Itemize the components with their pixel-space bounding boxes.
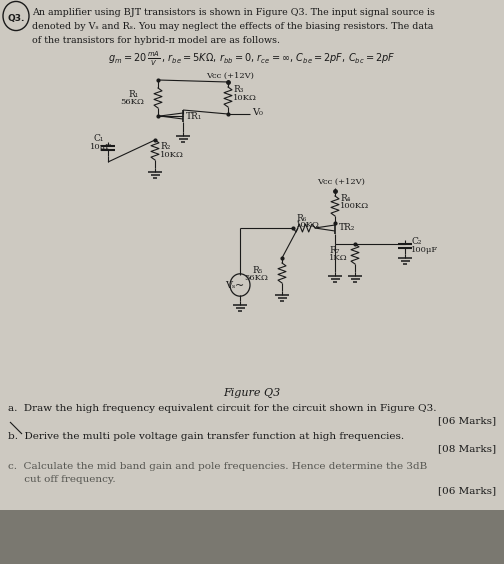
Text: $g_m = 20\,\frac{mA}{V}\,,\,r_{be} = 5K\Omega,\,r_{bb} = 0,\,r_{ce} = \infty,\,C: $g_m = 20\,\frac{mA}{V}\,,\,r_{be} = 5K\…	[108, 50, 396, 68]
Text: R₁: R₁	[128, 90, 138, 99]
Text: c.  Calculate the mid band gain and pole frequencies. Hence determine the 3dB: c. Calculate the mid band gain and pole …	[8, 462, 427, 471]
Text: An amplifier using BJT transistors is shown in Figure Q3. The input signal sourc: An amplifier using BJT transistors is sh…	[32, 8, 435, 17]
Text: 100μF: 100μF	[411, 246, 438, 254]
Text: R₅: R₅	[252, 266, 263, 275]
Text: 10μF: 10μF	[90, 143, 112, 151]
Text: C₂: C₂	[411, 237, 421, 246]
Text: V₀: V₀	[252, 108, 263, 117]
Bar	[0, 510, 504, 564]
Text: 10KΩ: 10KΩ	[160, 151, 184, 159]
Text: 10KΩ: 10KΩ	[233, 94, 257, 102]
Text: a.  Draw the high frequency equivalent circuit for the circuit shown in Figure Q: a. Draw the high frequency equivalent ci…	[8, 404, 436, 413]
Text: b.  Derive the multi pole voltage gain transfer function at high frequencies.: b. Derive the multi pole voltage gain tr…	[8, 432, 404, 441]
Text: TR₁: TR₁	[186, 112, 202, 121]
Text: [06 Marks]: [06 Marks]	[438, 416, 496, 425]
Text: [08 Marks]: [08 Marks]	[438, 444, 496, 453]
Text: cut off frequency.: cut off frequency.	[8, 475, 115, 484]
Text: 10KΩ: 10KΩ	[296, 221, 320, 229]
Text: [06 Marks]: [06 Marks]	[438, 486, 496, 495]
Text: 100KΩ: 100KΩ	[340, 202, 369, 210]
Text: Figure Q3: Figure Q3	[223, 388, 281, 398]
Text: 56KΩ: 56KΩ	[120, 98, 144, 106]
Text: R₃: R₃	[233, 85, 243, 94]
Text: R₂: R₂	[160, 142, 170, 151]
Text: R₇: R₇	[329, 246, 339, 255]
Text: ~: ~	[235, 281, 244, 291]
Text: R₄: R₄	[340, 194, 350, 203]
Text: denoted by Vₛ and Rₛ. You may neglect the effects of the biasing resistors. The : denoted by Vₛ and Rₛ. You may neglect th…	[32, 22, 433, 31]
Text: TR₂: TR₂	[339, 223, 355, 232]
Text: 56KΩ: 56KΩ	[244, 274, 268, 282]
Text: Q3.: Q3.	[8, 14, 25, 23]
Text: Vcc (+12V): Vcc (+12V)	[206, 72, 254, 80]
Text: Vₛ: Vₛ	[225, 281, 235, 290]
Text: 1KΩ: 1KΩ	[329, 254, 348, 262]
Text: R₆: R₆	[296, 214, 306, 223]
Text: Vcc (+12V): Vcc (+12V)	[317, 178, 365, 186]
Text: C₁: C₁	[94, 134, 104, 143]
Text: of the transistors for hybrid-π model are as follows.: of the transistors for hybrid-π model ar…	[32, 36, 280, 45]
